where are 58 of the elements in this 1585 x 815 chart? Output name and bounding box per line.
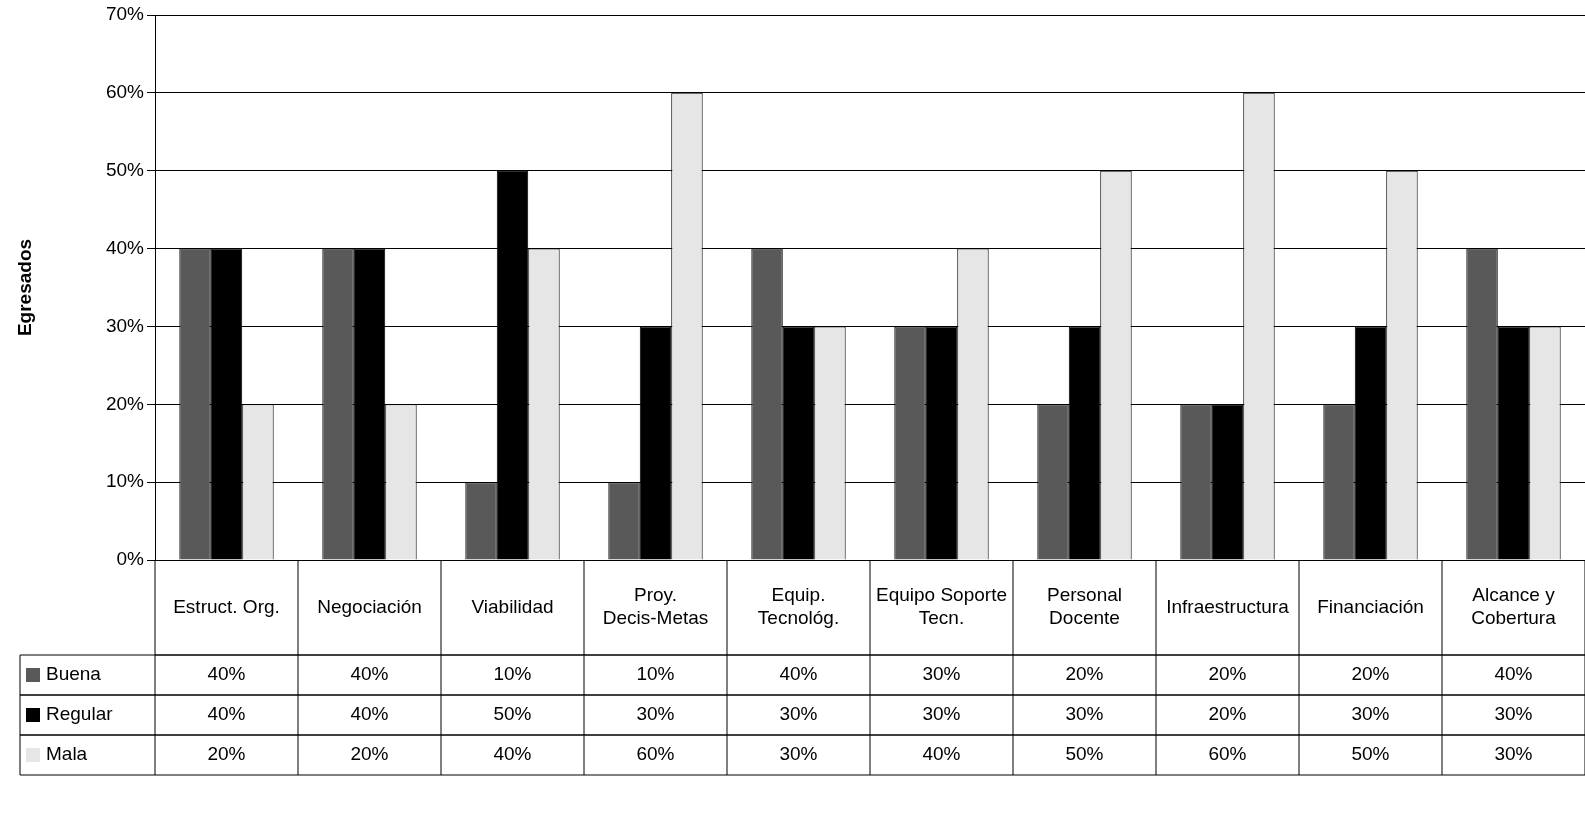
x-tick-label: Estruct. Org.: [173, 595, 280, 617]
data-label: 20%: [350, 743, 389, 765]
y-tick-label: 60%: [105, 81, 145, 103]
data-label: 20%: [1208, 703, 1247, 725]
y-tick-label: 0%: [116, 548, 145, 570]
bar: [1354, 326, 1387, 560]
x-tick-label: Personal Docente: [1047, 584, 1122, 629]
data-label: 30%: [1494, 703, 1533, 725]
y-tick-label: 30%: [105, 314, 145, 336]
y-tick-label: 70%: [105, 3, 145, 25]
data-label: 30%: [1065, 703, 1104, 725]
data-label: 30%: [1494, 743, 1533, 765]
data-label: 40%: [350, 663, 389, 685]
data-label: 50%: [1351, 743, 1390, 765]
data-label: 40%: [207, 703, 246, 725]
legend-label: Buena: [46, 663, 102, 685]
data-label: 40%: [493, 743, 532, 765]
x-tick-label: Alcance y Cobertura: [1471, 584, 1557, 629]
bar: [1211, 404, 1244, 560]
data-label: 30%: [922, 663, 961, 685]
data-label: 50%: [493, 703, 532, 725]
data-label: 20%: [207, 743, 246, 765]
data-label: 40%: [1494, 663, 1533, 685]
data-label: 60%: [636, 743, 675, 765]
data-label: 30%: [636, 703, 675, 725]
data-label: 30%: [922, 703, 961, 725]
y-axis-title: Egresados: [13, 238, 35, 337]
data-label: 30%: [1351, 703, 1390, 725]
bar: [925, 326, 958, 560]
x-tick-label: Viabilidad: [471, 595, 554, 617]
legend-label: Regular: [46, 703, 114, 725]
bar: [782, 326, 815, 560]
bar: [1068, 326, 1101, 560]
data-label: 30%: [779, 743, 818, 765]
data-label: 60%: [1208, 743, 1247, 765]
y-tick-label: 10%: [105, 470, 145, 492]
data-label: 40%: [922, 743, 961, 765]
data-label: 40%: [350, 703, 389, 725]
y-tick-label: 20%: [105, 392, 145, 414]
data-label: 30%: [779, 703, 818, 725]
legend-label: Mala: [46, 743, 88, 765]
x-tick-label: Negociación: [317, 595, 422, 617]
data-label: 20%: [1065, 663, 1104, 685]
bar: [1497, 326, 1530, 560]
data-label: 50%: [1065, 743, 1104, 765]
data-label: 10%: [636, 663, 675, 685]
x-tick-label: Financiación: [1317, 595, 1424, 617]
data-label: 10%: [493, 663, 532, 685]
data-label: 40%: [207, 663, 246, 685]
data-label: 20%: [1351, 663, 1390, 685]
y-tick-label: 40%: [105, 236, 145, 258]
data-label: 40%: [779, 663, 818, 685]
x-tick-label: Proy. Decis-Metas: [602, 584, 709, 629]
x-tick-label: Equipo Soporte Tecn.: [876, 584, 1007, 629]
x-tick-label: Infraestructura: [1166, 595, 1290, 617]
x-tick-label: Equip. Tecnológ.: [757, 584, 840, 629]
data-label: 20%: [1208, 663, 1247, 685]
y-tick-label: 50%: [105, 158, 145, 180]
